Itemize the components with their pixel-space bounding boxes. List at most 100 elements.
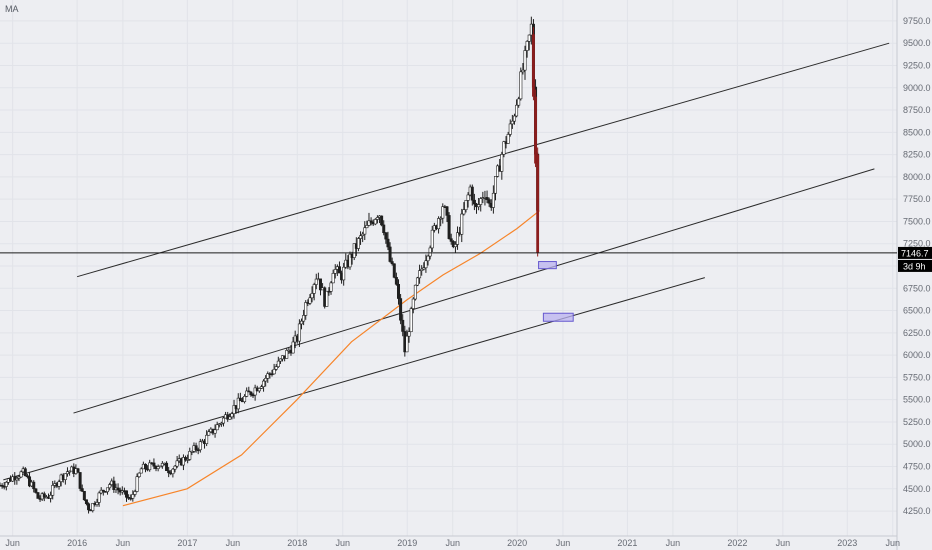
support-zone[interactable] [538,261,557,270]
x-tick-label: Jun [445,538,460,548]
candle-body [373,219,377,225]
candle-body [181,457,185,466]
candle-body [508,123,512,135]
candle-body [310,293,314,299]
candle-body [382,224,386,233]
candle-body [348,253,352,268]
candle-body [329,282,333,292]
candle-body [493,176,497,194]
y-tick-label: 6750.0 [903,283,931,293]
y-tick-label: 5750.0 [903,372,931,382]
candle-body [19,471,23,478]
candle-body [394,277,398,285]
support-zone[interactable] [542,312,574,322]
candle-body [392,263,396,278]
y-tick-label: 7500.0 [903,216,931,226]
candle-body [300,320,304,325]
candle-body [356,238,360,249]
candle-body [116,487,120,491]
candle-body [194,445,198,451]
candle-body [135,476,139,492]
candle-body [464,200,468,210]
candle-body [57,481,61,487]
candle-body [418,270,422,279]
candle-body [167,470,171,474]
candle-body [143,463,147,470]
candle-body [198,441,202,451]
candle-body [76,468,80,473]
candle-body [314,278,318,285]
x-tick-label: Jun [886,538,901,548]
candle-body [460,213,464,235]
countdown-value: 3d 9h [903,261,926,271]
x-tick-label: 2022 [727,538,747,548]
candle-body [304,302,308,316]
candle-body [380,215,384,226]
current-price-tag: 7146.7 3d 9h [898,246,932,272]
candle-body [426,255,430,262]
candle-body [342,266,346,281]
candle-body [462,209,466,215]
candle-body [409,308,413,333]
y-tick-label: 4250.0 [903,506,931,516]
candle-body [262,380,266,387]
candle-body [259,386,263,389]
candle-body [106,487,110,493]
candle-body [312,284,316,294]
x-tick-label: 2019 [397,538,417,548]
candle-body [445,206,449,216]
candle-body [515,104,519,117]
trend-line [76,42,890,278]
candle-body [28,476,32,487]
candle-body [274,366,278,370]
candle-body [15,478,19,481]
candle-body [437,218,441,230]
y-tick-label: 6500.0 [903,306,931,316]
candle-body [401,319,405,332]
candle-body [413,284,417,300]
candle-body [325,290,329,307]
candle-body [137,472,141,478]
candle-body [175,460,179,467]
candle-body [80,488,84,492]
y-tick-label: 8000.0 [903,172,931,182]
candle-body [65,471,69,475]
candle-body [4,482,8,487]
trend-line [73,168,875,414]
indicator-label[interactable]: MA [5,4,19,14]
candle-body [333,269,337,274]
candle-body [219,422,223,425]
y-tick-label: 4750.0 [903,462,931,472]
candle-body [521,69,525,73]
candle-body [451,241,455,248]
candle-body [415,277,419,286]
current-price-value: 7146.7 [901,248,929,258]
candle-body [171,468,175,475]
y-tick-label: 6000.0 [903,350,931,360]
candle-body [285,350,289,359]
candle-body [352,243,356,258]
candle-body [236,397,240,410]
candle-body [230,413,234,418]
candle-body [184,457,188,461]
candle-body [82,490,86,501]
candle-body [278,358,282,362]
candle-body [386,238,390,248]
x-tick-label: 2020 [507,538,527,548]
candle-body [272,369,276,375]
y-tick-label: 6250.0 [903,328,931,338]
candle-body [512,115,516,122]
candle-body [243,396,247,402]
x-tick-label: 2023 [837,538,857,548]
candle-body [87,503,91,511]
candle-body [424,260,428,269]
candle-body [365,225,369,229]
candle-body [125,490,129,498]
candle-body [215,424,219,431]
countdown-box [898,259,932,272]
candle-body [131,494,135,499]
x-tick-label: 2016 [67,538,87,548]
